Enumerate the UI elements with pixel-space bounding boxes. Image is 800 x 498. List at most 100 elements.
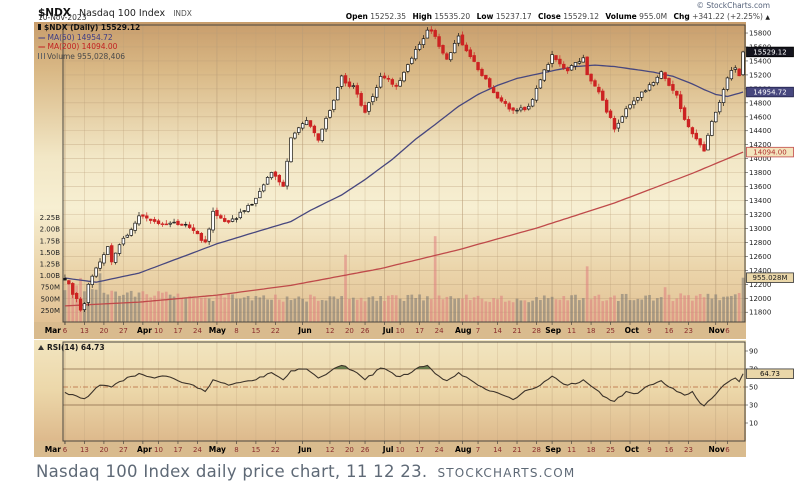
legend-ndx-row: $NDX (Daily) 15529.12 <box>38 23 140 33</box>
price-panel-background <box>34 22 746 322</box>
ma50-line <box>64 64 744 283</box>
svg-text:Apr: Apr <box>137 445 152 454</box>
exchange-label: INDX <box>173 9 192 18</box>
legend-rsi: RSI(14) 64.73 <box>47 343 105 352</box>
svg-text:Mar: Mar <box>45 445 62 454</box>
svg-text:Mar: Mar <box>45 326 62 335</box>
svg-text:20: 20 <box>99 327 108 335</box>
svg-text:13000: 13000 <box>749 225 771 233</box>
svg-text:12: 12 <box>325 446 334 454</box>
svg-text:8: 8 <box>234 446 238 454</box>
svg-text:955.028M: 955.028M <box>753 274 788 282</box>
rsi-indicator-icon <box>38 345 44 350</box>
ma50-value-label: 14954.72 <box>746 86 794 98</box>
volume-label: Volume <box>605 12 637 21</box>
svg-text:1.25B: 1.25B <box>40 261 61 269</box>
svg-text:25: 25 <box>606 446 615 454</box>
candlestick-icon <box>38 24 41 30</box>
price-legend: $NDX (Daily) 15529.12 — MA(50) 14954.72 —… <box>38 23 140 61</box>
low-label: Low <box>476 12 494 21</box>
svg-text:13: 13 <box>80 446 89 454</box>
svg-text:10: 10 <box>154 446 163 454</box>
legend-ma50: MA(50) 14954.72 <box>47 32 113 42</box>
svg-text:24: 24 <box>435 446 444 454</box>
rsi-value-label: 64.73 <box>746 368 794 379</box>
svg-text:16: 16 <box>665 327 674 335</box>
svg-text:26: 26 <box>361 446 370 454</box>
chart-date: 10-Nov-2023 <box>38 13 87 22</box>
rsi-date-strip <box>34 441 746 457</box>
svg-text:2.00B: 2.00B <box>40 226 61 234</box>
svg-text:Jul: Jul <box>382 326 394 335</box>
svg-text:8: 8 <box>234 327 238 335</box>
svg-text:12800: 12800 <box>749 239 771 247</box>
svg-text:9: 9 <box>647 327 651 335</box>
ticker-symbol: $NDX <box>38 7 71 19</box>
svg-text:23: 23 <box>684 327 693 335</box>
svg-text:20: 20 <box>99 446 108 454</box>
svg-text:6: 6 <box>725 446 730 454</box>
svg-text:15200: 15200 <box>749 71 771 79</box>
svg-text:13600: 13600 <box>749 183 771 191</box>
svg-text:14: 14 <box>493 327 502 335</box>
close-label: Close <box>538 12 561 21</box>
rsi-overbought-fill <box>298 365 432 369</box>
change-up-icon: ▲ <box>765 14 770 21</box>
svg-text:50: 50 <box>749 384 758 392</box>
svg-text:26: 26 <box>361 327 370 335</box>
svg-text:23: 23 <box>684 446 693 454</box>
svg-text:Apr: Apr <box>137 326 152 335</box>
rsi-grid <box>63 342 745 441</box>
volume-bars <box>63 236 745 322</box>
svg-text:1.00B: 1.00B <box>40 272 61 280</box>
svg-text:May: May <box>209 445 226 454</box>
high-label: High <box>412 12 433 21</box>
svg-text:22: 22 <box>271 327 280 335</box>
caption-text: Nasdaq 100 Index daily price chart, 11 1… <box>36 462 428 481</box>
svg-text:14094.00: 14094.00 <box>753 149 786 157</box>
date-axis-strip <box>34 322 746 339</box>
volume-bars-icon <box>38 52 45 59</box>
svg-text:27: 27 <box>119 327 128 335</box>
svg-text:12200: 12200 <box>749 281 771 289</box>
svg-text:15: 15 <box>251 327 260 335</box>
svg-text:May: May <box>209 326 226 335</box>
svg-text:13200: 13200 <box>749 211 771 219</box>
svg-text:Sep: Sep <box>545 326 561 335</box>
svg-text:15800: 15800 <box>749 30 771 38</box>
legend-volume: Volume 955,028,406 <box>47 51 125 61</box>
date-axis-labels: Mar 6 13 20 27 Apr 10 17 24 May 8 15 22 Jun 12 20 26 Jul 1… <box>45 322 730 335</box>
svg-text:28: 28 <box>532 327 541 335</box>
date-axis-labels: Mar 6 13 20 27 Apr 10 17 24 May 8 15 22 Jun 12 20 26 Jul 1… <box>45 441 730 454</box>
high-value: 15535.20 <box>434 12 471 21</box>
svg-text:25: 25 <box>606 327 615 335</box>
chg-value: +341.22 (+2.25%) <box>692 12 763 21</box>
open-label: Open <box>345 12 368 21</box>
svg-text:18: 18 <box>587 446 596 454</box>
svg-text:6: 6 <box>63 446 68 454</box>
svg-text:750M: 750M <box>41 284 60 292</box>
svg-text:24: 24 <box>435 327 444 335</box>
svg-text:7: 7 <box>476 446 480 454</box>
ma200-line <box>64 151 744 307</box>
svg-text:Aug: Aug <box>455 445 472 454</box>
legend-ndx: $NDX (Daily) 15529.12 <box>44 23 141 32</box>
ma200-line-icon: — <box>38 42 46 51</box>
rsi-plot-border <box>62 341 746 442</box>
svg-text:1.50B: 1.50B <box>40 249 61 257</box>
copyright: © StockCharts.com <box>696 1 770 10</box>
svg-text:Oct: Oct <box>625 445 640 454</box>
legend-volume-row: Volume 955,028,406 <box>38 52 140 62</box>
caption: Nasdaq 100 Index daily price chart, 11 1… <box>36 462 575 481</box>
legend-ma200-row: — MA(200) 14094.00 <box>38 42 140 52</box>
svg-text:17: 17 <box>174 446 183 454</box>
svg-text:15529.12: 15529.12 <box>753 48 786 56</box>
svg-text:27: 27 <box>119 446 128 454</box>
svg-text:6: 6 <box>725 327 730 335</box>
svg-text:90: 90 <box>749 348 758 356</box>
svg-text:Jul: Jul <box>382 445 394 454</box>
svg-text:Jun: Jun <box>297 326 311 335</box>
low-value: 15237.17 <box>495 12 532 21</box>
open-value: 15252.35 <box>370 12 407 21</box>
svg-text:11: 11 <box>567 327 576 335</box>
